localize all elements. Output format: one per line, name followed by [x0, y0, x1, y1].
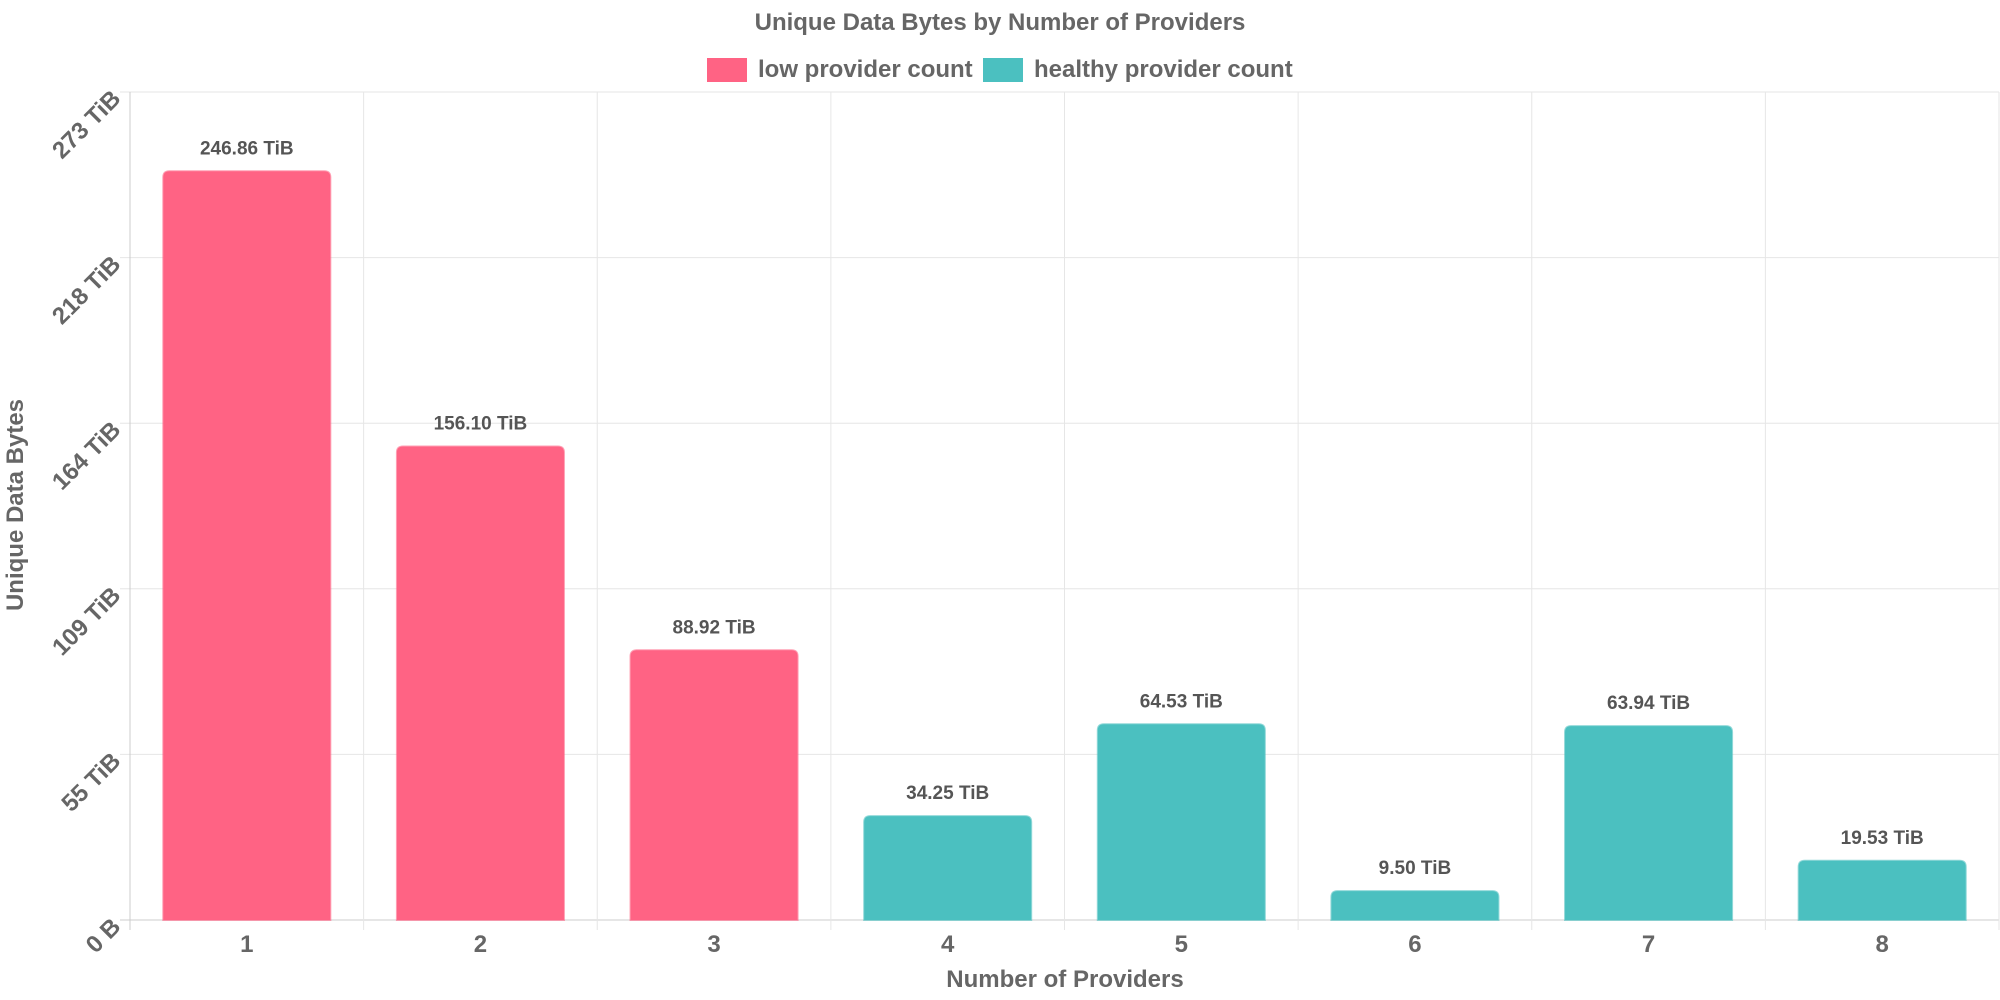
- x-tick-label: 6: [1408, 931, 1421, 958]
- y-tick-label: 0 B: [81, 913, 127, 959]
- data-label-2: 156.10 TiB: [434, 414, 528, 435]
- bar-8[interactable]: [1797, 859, 1967, 921]
- x-tick-label: 1: [240, 931, 253, 958]
- y-tick-label: 109 TiB: [47, 582, 126, 661]
- x-tick-label: 7: [1642, 931, 1655, 958]
- data-label-4: 34.25 TiB: [906, 783, 989, 804]
- y-axis-title: Unique Data Bytes: [2, 399, 29, 611]
- data-label-8: 19.53 TiB: [1841, 828, 1924, 849]
- data-label-1: 246.86 TiB: [200, 138, 294, 159]
- legend-swatch-healthy[interactable]: [983, 58, 1023, 82]
- x-axis-title: Number of Providers: [946, 966, 1183, 993]
- legend-label-low[interactable]: low provider count: [758, 56, 973, 83]
- x-tick-label: 3: [707, 931, 720, 958]
- y-tick-label: 164 TiB: [47, 416, 126, 495]
- bar-1[interactable]: [162, 170, 332, 921]
- bar-3[interactable]: [629, 649, 799, 921]
- x-axis-ticks: 1 2 3 4 5 6 7 8: [240, 931, 1889, 958]
- y-tick-label: 273 TiB: [47, 85, 126, 164]
- legend-swatch-low[interactable]: [707, 58, 747, 82]
- data-label-5: 64.53 TiB: [1140, 691, 1223, 712]
- x-tick-label: 8: [1876, 931, 1889, 958]
- y-tick-label: 55 TiB: [57, 748, 127, 818]
- bar-6[interactable]: [1330, 890, 1500, 921]
- data-label-7: 63.94 TiB: [1607, 693, 1690, 714]
- legend-label-healthy[interactable]: healthy provider count: [1034, 56, 1293, 83]
- bar-5[interactable]: [1096, 723, 1266, 921]
- y-axis-ticks: 0 B 55 TiB 109 TiB 164 TiB 218 TiB 273 TiB: [47, 85, 126, 959]
- bar-4[interactable]: [863, 815, 1033, 921]
- bars: [162, 170, 1967, 921]
- x-tick-label: 5: [1175, 931, 1188, 958]
- y-tick-label: 218 TiB: [47, 251, 126, 330]
- x-tick-label: 2: [474, 931, 487, 958]
- bar-2[interactable]: [395, 445, 565, 921]
- data-labels: 246.86 TiB 156.10 TiB 88.92 TiB 34.25 TiB 64…: [200, 138, 1924, 879]
- data-label-3: 88.92 TiB: [673, 617, 756, 638]
- chart-title: Unique Data Bytes by Number of Providers: [755, 9, 1246, 36]
- data-label-6: 9.50 TiB: [1379, 858, 1452, 879]
- bar-7[interactable]: [1564, 725, 1734, 921]
- legend: low provider count healthy provider coun…: [707, 56, 1293, 83]
- x-tick-label: 4: [941, 931, 955, 958]
